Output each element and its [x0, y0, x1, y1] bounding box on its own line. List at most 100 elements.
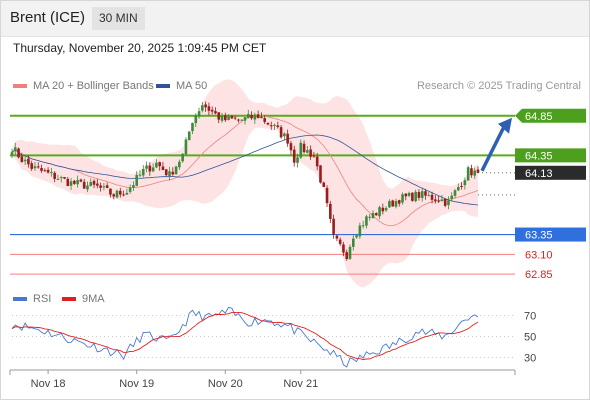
candle-body [102, 186, 106, 188]
candle [99, 182, 102, 192]
candle [132, 181, 135, 191]
candle-body [348, 246, 352, 259]
candle-body [286, 133, 289, 144]
candle-body [109, 188, 112, 195]
candle-body [151, 167, 155, 172]
candle-body [358, 225, 362, 237]
candle [204, 101, 207, 112]
candle [453, 189, 457, 199]
candle-body [240, 119, 244, 121]
candle [46, 167, 50, 174]
report-datetime: Thursday, November 20, 2025 1:09:45 PM C… [13, 41, 267, 55]
rsi-line [11, 306, 479, 368]
candle [263, 115, 266, 124]
candle-body [309, 149, 312, 157]
candle-body [355, 235, 358, 238]
candle-body [233, 117, 237, 119]
candle-body [470, 168, 473, 176]
candle [191, 122, 194, 135]
rsi-tick-label: 70 [524, 311, 536, 323]
candle [207, 102, 211, 116]
legend-ma50: MA 50 [156, 80, 207, 92]
candle-body [76, 180, 79, 185]
candle-body [302, 143, 306, 153]
candle [36, 162, 40, 169]
timeframe-button[interactable]: 30 MIN [92, 7, 145, 30]
candle [463, 177, 467, 190]
candle-body [299, 142, 303, 158]
candle [457, 183, 460, 192]
candle [378, 205, 381, 220]
candle [141, 165, 145, 178]
candle [20, 152, 24, 163]
candle-body [437, 200, 440, 202]
candle [73, 179, 76, 185]
candle [194, 113, 198, 127]
candle [250, 111, 253, 120]
candle [355, 233, 358, 239]
candle-body [443, 198, 447, 206]
candle [197, 107, 201, 119]
ma50-line [11, 134, 479, 206]
candle [286, 129, 289, 147]
candle [276, 121, 280, 129]
candle [253, 112, 257, 124]
candle-body [404, 193, 408, 197]
candle-body [263, 118, 266, 122]
target-arrow-head [498, 117, 512, 134]
candle-body [292, 149, 296, 163]
level-label: 62.85 [525, 269, 553, 281]
candle [151, 163, 155, 173]
candle [440, 194, 444, 202]
candle [246, 109, 250, 119]
legend-9ma: 9MA [62, 293, 105, 305]
candle-body [161, 166, 165, 170]
time-axis-label: Nov 21 [283, 378, 318, 390]
candle [187, 131, 191, 141]
candle-body [368, 216, 372, 218]
candle [348, 244, 352, 261]
candle-body [99, 185, 102, 188]
candle-body [187, 131, 191, 141]
candle-body [141, 169, 145, 176]
candle [296, 153, 299, 168]
candle [174, 165, 178, 175]
candle-body [378, 207, 381, 217]
candle [138, 170, 142, 178]
candle-body [115, 190, 119, 198]
candle [86, 181, 89, 193]
candle [43, 168, 47, 172]
legend-9ma-label: 9MA [82, 293, 105, 305]
candle [411, 192, 414, 202]
candle-body [365, 216, 368, 226]
last-price-label: 64.13 [525, 168, 553, 180]
candle [312, 151, 316, 159]
candle-body [145, 165, 148, 169]
candle-body [384, 208, 388, 211]
candle-body [411, 192, 414, 201]
candle-body [397, 200, 401, 204]
candle [63, 177, 66, 180]
rsi-tick-label: 30 [524, 353, 536, 365]
legend-bollinger-label: MA 20 + Bollinger Bands [33, 80, 154, 92]
candle [342, 241, 345, 257]
legend-rsi-swatch [13, 297, 27, 302]
candle-body [289, 143, 293, 151]
candle [96, 179, 99, 189]
candle [82, 178, 86, 189]
candle [447, 196, 450, 210]
candle-body [230, 115, 234, 119]
candle [407, 191, 411, 198]
candle-body [417, 192, 421, 198]
candle-body [63, 177, 66, 179]
candle-body [322, 182, 326, 187]
candle-body [463, 180, 467, 186]
level-label: 63.35 [525, 230, 553, 242]
candle [220, 112, 224, 123]
candle [13, 142, 17, 156]
candle-body [138, 174, 142, 176]
candle [394, 198, 398, 209]
candle [424, 188, 427, 200]
candle [10, 148, 14, 159]
candle-body [401, 194, 404, 203]
